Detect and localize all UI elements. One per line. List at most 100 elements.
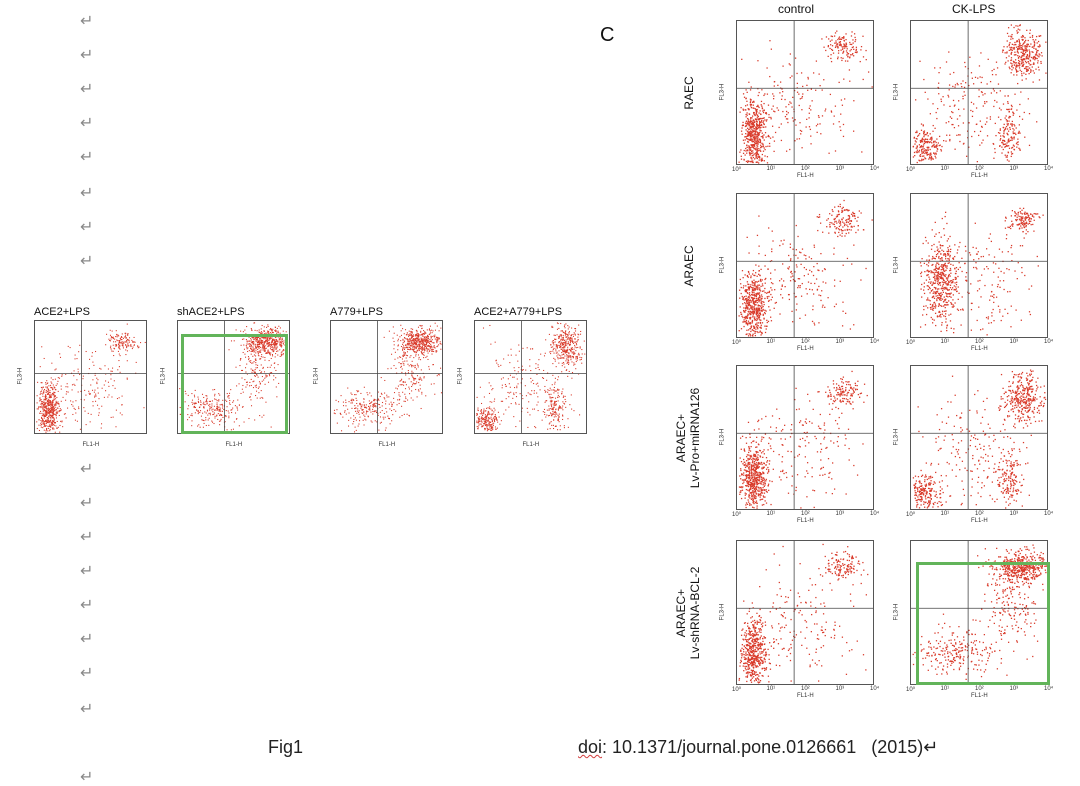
scatter-points: [179, 322, 288, 432]
scatter-point: [561, 335, 562, 336]
scatter-point: [213, 423, 214, 424]
scatter-point: [519, 421, 520, 422]
scatter-point: [835, 106, 836, 107]
scatter-point: [352, 402, 353, 403]
scatter-point: [251, 329, 252, 330]
scatter-point: [863, 56, 864, 57]
scatter-point: [341, 430, 342, 431]
scatter-point: [393, 341, 394, 342]
scatter-point: [78, 369, 79, 370]
scatter-point: [550, 394, 551, 395]
scatter-point: [509, 383, 510, 384]
scatter-point: [1041, 52, 1042, 53]
scatter-point: [840, 113, 841, 114]
scatter-point: [52, 394, 53, 395]
scatter-point: [1033, 81, 1034, 82]
scatter-point: [270, 367, 271, 368]
scatter-point: [981, 126, 982, 127]
scatter-point: [421, 393, 422, 394]
scatter-point: [560, 335, 561, 336]
scatter-point: [1000, 119, 1001, 120]
scatter-point: [937, 148, 938, 149]
scatter-point: [1031, 51, 1032, 52]
scatter-point: [409, 333, 410, 334]
scatter-point: [228, 398, 229, 399]
scatter-point: [777, 107, 778, 108]
scatter-point: [403, 342, 404, 343]
scatter-point: [360, 393, 361, 394]
scatter-point: [240, 331, 241, 332]
scatter-point: [752, 129, 753, 130]
scatter-point: [791, 75, 792, 76]
scatter-point: [844, 40, 845, 41]
scatter-point: [1016, 147, 1017, 148]
scatter-point: [805, 126, 806, 127]
scatter-point: [757, 133, 758, 134]
scatter-point: [50, 426, 51, 427]
scatter-point: [50, 406, 51, 407]
scatter-point: [411, 371, 412, 372]
scatter-point: [1036, 54, 1037, 55]
scatter-point: [387, 368, 388, 369]
scatter-point: [860, 61, 861, 62]
scatter-point: [437, 339, 438, 340]
scatter-point: [437, 375, 438, 376]
scatter-point: [346, 414, 347, 415]
scatter-point: [207, 410, 208, 411]
scatter-point: [947, 95, 948, 96]
scatter-point: [356, 400, 357, 401]
scatter-point: [419, 346, 420, 347]
scatter-point: [415, 340, 416, 341]
scatter-point: [220, 409, 221, 410]
scatter-point: [553, 404, 554, 405]
scatter-point: [745, 98, 746, 99]
scatter-point: [49, 390, 50, 391]
scatter-point: [935, 156, 936, 157]
scatter-point: [57, 412, 58, 413]
scatter-point: [1033, 57, 1034, 58]
scatter-point: [543, 370, 544, 371]
scatter-point: [114, 339, 115, 340]
scatter-point: [257, 330, 258, 331]
scatter-point: [495, 414, 496, 415]
scatter-point: [744, 154, 745, 155]
scatter-point: [247, 382, 248, 383]
scatter-point: [1026, 66, 1027, 67]
scatter-point: [407, 355, 408, 356]
scatter-point: [533, 383, 534, 384]
scatter-point: [747, 138, 748, 139]
scatter-point: [483, 327, 484, 328]
scatter-point: [935, 157, 936, 158]
scatter-point: [750, 89, 751, 90]
scatter-point: [131, 340, 132, 341]
scatter-point: [1034, 44, 1035, 45]
scatter-point: [67, 408, 68, 409]
scatter-points: [36, 324, 146, 433]
scatter-point: [484, 417, 485, 418]
scatter-point: [755, 110, 756, 111]
scatter-point: [566, 354, 567, 355]
scatter-point: [868, 71, 869, 72]
scatter-point: [411, 345, 412, 346]
scatter-point: [767, 146, 768, 147]
scatter-point: [423, 354, 424, 355]
scatter-point: [791, 106, 792, 107]
scatter-point: [391, 420, 392, 421]
scatter-point: [436, 341, 437, 342]
scatter-point: [485, 410, 486, 411]
scatter-point: [528, 401, 529, 402]
scatter-point: [490, 408, 491, 409]
scatter-point: [482, 415, 483, 416]
scatter-point: [264, 349, 265, 350]
scatter-point: [423, 357, 424, 358]
scatter-point: [359, 417, 360, 418]
scatter-point: [1025, 40, 1026, 41]
scatter-point: [45, 407, 46, 408]
scatter-point: [435, 330, 436, 331]
scatter-point: [1011, 125, 1012, 126]
scatter-point: [411, 344, 412, 345]
scatter-point: [761, 143, 762, 144]
scatter-point: [66, 417, 67, 418]
scatter-point: [1030, 60, 1031, 61]
scatter-point: [209, 406, 210, 407]
